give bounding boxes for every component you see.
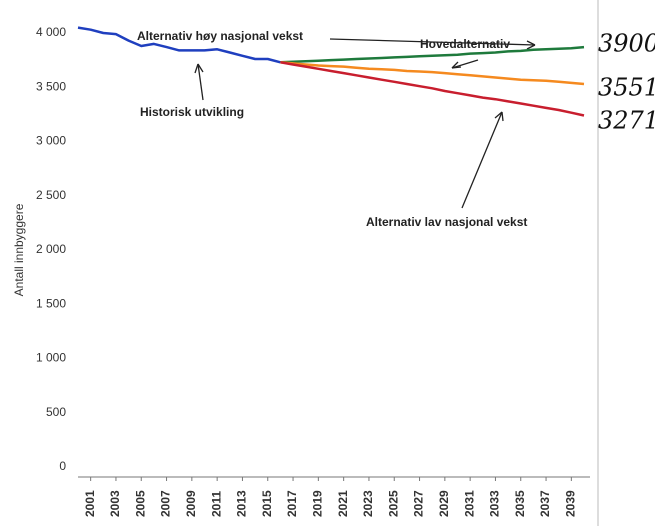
- y-tick-label: 4 000: [36, 25, 66, 39]
- x-tick-label: 2001: [83, 490, 97, 517]
- handwritten-note: 3551: [598, 74, 655, 102]
- x-tick-label: 2039: [564, 490, 578, 517]
- series-line: [280, 45, 585, 64]
- series-line: [77, 26, 281, 64]
- x-tick-label: 2009: [184, 490, 198, 517]
- x-tick-label: 2003: [108, 490, 122, 517]
- y-tick-label: 3 500: [36, 79, 66, 93]
- x-tick-label: 2033: [488, 490, 502, 517]
- x-tick-label: 2011: [209, 491, 223, 517]
- series-line: [280, 61, 585, 86]
- y-tick-label: 500: [46, 405, 66, 419]
- y-tick-label: 0: [59, 459, 66, 473]
- annotation: Historisk utvikling: [140, 105, 244, 119]
- y-tick-label: 2 500: [36, 188, 66, 202]
- x-tick-label: 2013: [235, 490, 249, 517]
- x-tick-label: 2021: [336, 490, 350, 517]
- annotation: Alternativ høy nasjonal vekst: [137, 29, 303, 43]
- x-tick-label: 2029: [437, 490, 451, 517]
- x-tick-label: 2007: [159, 490, 173, 517]
- x-tick-label: 2037: [538, 490, 552, 517]
- x-tick-label: 2015: [260, 490, 274, 517]
- y-tick-label: 1 500: [36, 296, 66, 310]
- x-tick-label: 2025: [386, 490, 400, 517]
- x-tick-label: 2027: [412, 490, 426, 517]
- y-axis-label: Antall innbyggere: [12, 203, 26, 296]
- y-tick-label: 3 000: [36, 134, 66, 148]
- y-tick-label: 2 000: [36, 242, 66, 256]
- annotation: Hovedalternativ: [420, 37, 510, 51]
- series-line: [280, 61, 585, 117]
- handwritten-note: 3271: [598, 107, 655, 135]
- x-tick-label: 2017: [285, 490, 299, 517]
- annotation: Alternativ lav nasjonal vekst: [366, 215, 527, 229]
- x-tick-label: 2035: [513, 490, 527, 517]
- x-tick-label: 2031: [462, 490, 476, 517]
- x-tick-label: 2019: [311, 490, 325, 517]
- arrows: [194, 38, 536, 209]
- handwritten-note: 3900: [598, 30, 655, 58]
- y-tick-label: 1 000: [36, 351, 66, 365]
- x-tick-label: 2023: [361, 490, 375, 517]
- x-tick-label: 2005: [133, 490, 147, 517]
